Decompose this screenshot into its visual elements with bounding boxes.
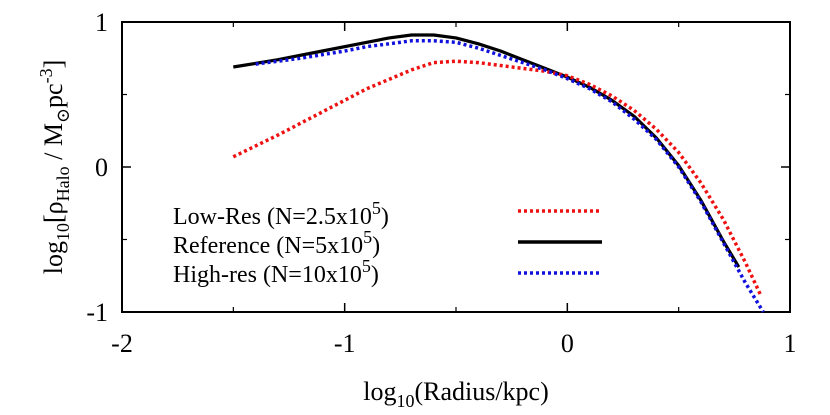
y-tick-label-1: 0	[95, 153, 108, 182]
y-tick-label-2: 1	[95, 8, 108, 37]
legend-label-reference: Reference (N=5x105)	[173, 227, 380, 259]
axis-tick-labels: -2 -1 0 1-101	[86, 8, 796, 358]
x-tick-label-3: 1	[784, 329, 797, 358]
series-layer	[232, 33, 765, 313]
legend-entry-low-res: Low-Res (N=2.5x105)	[173, 198, 602, 230]
series-line-high-res	[255, 39, 765, 313]
x-axis-label: log10(Radius/kpc)	[363, 377, 549, 411]
legend-label-low-res: Low-Res (N=2.5x105)	[173, 198, 389, 230]
x-tick-label-2: 0	[561, 329, 574, 358]
series-line-low-res	[232, 59, 763, 297]
x-tick-label-1: -1	[334, 329, 356, 358]
y-axis-label: log10[ρHalo / M⊙pc-3]	[36, 60, 73, 275]
axis-ticks	[121, 21, 791, 313]
legend-entry-high-res: High-res (N=10x105)	[173, 256, 602, 288]
legend: Low-Res (N=2.5x105) Reference (N=5x105) …	[173, 198, 602, 288]
y-tick-label-0: -1	[86, 298, 108, 327]
legend-label-high-res: High-res (N=10x105)	[173, 256, 379, 288]
x-tick-label-0: -2	[111, 329, 133, 358]
legend-entry-reference: Reference (N=5x105)	[173, 227, 602, 259]
